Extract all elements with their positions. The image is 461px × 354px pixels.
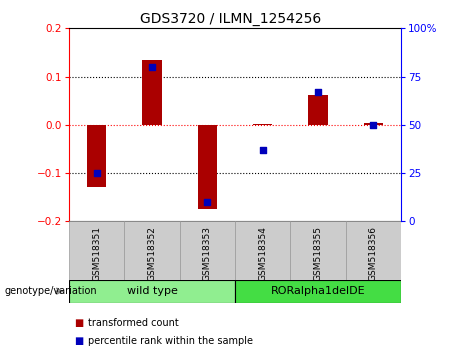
Point	[259, 147, 266, 153]
Bar	[235, 280, 401, 303]
Bar	[290, 221, 346, 280]
Text: GSM518355: GSM518355	[313, 226, 323, 281]
Text: ■: ■	[74, 318, 83, 328]
Bar	[69, 280, 235, 303]
Point	[314, 89, 322, 95]
Text: GSM518354: GSM518354	[258, 226, 267, 281]
Bar	[142, 60, 162, 125]
Text: GSM518356: GSM518356	[369, 226, 378, 281]
Bar	[308, 95, 328, 125]
Text: GSM518352: GSM518352	[148, 226, 157, 281]
Bar	[87, 125, 106, 188]
Bar	[180, 221, 235, 280]
Text: transformed count: transformed count	[88, 318, 178, 328]
Bar	[253, 124, 272, 125]
Text: genotype/variation: genotype/variation	[5, 286, 97, 296]
Bar	[69, 221, 124, 280]
Point	[370, 122, 377, 128]
Text: RORalpha1delDE: RORalpha1delDE	[271, 286, 366, 296]
Bar	[346, 221, 401, 280]
Point	[204, 199, 211, 205]
Text: GSM518353: GSM518353	[203, 226, 212, 281]
Bar	[124, 221, 180, 280]
Bar	[364, 123, 383, 125]
Point	[93, 170, 100, 176]
Text: wild type: wild type	[127, 286, 177, 296]
Point	[148, 64, 156, 70]
Text: GDS3720 / ILMN_1254256: GDS3720 / ILMN_1254256	[140, 12, 321, 27]
Bar	[235, 221, 290, 280]
Text: GSM518351: GSM518351	[92, 226, 101, 281]
Text: ■: ■	[74, 336, 83, 346]
Bar	[198, 125, 217, 209]
Text: percentile rank within the sample: percentile rank within the sample	[88, 336, 253, 346]
